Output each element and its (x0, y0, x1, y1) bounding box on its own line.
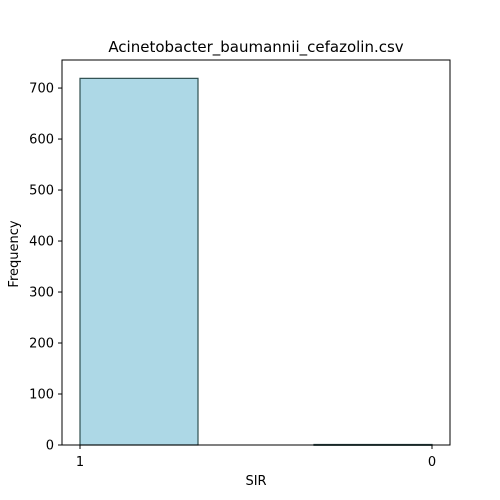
y-tick-label: 600 (29, 133, 54, 148)
y-tick-label: 0 (46, 439, 54, 454)
chart-title: Acinetobacter_baumannii_cefazolin.csv (108, 38, 403, 57)
y-tick-label: 200 (29, 337, 54, 352)
bar-1 (79, 77, 199, 446)
y-axis-label: Frequency (7, 220, 22, 287)
y-tick-label: 400 (29, 235, 54, 250)
y-tick-label: 500 (29, 184, 54, 199)
x-tick-label: 1 (76, 455, 84, 470)
plot-frame (61, 59, 451, 446)
y-tick-label: 100 (29, 388, 54, 403)
y-axis: 0 100 200 300 400 500 600 700 (29, 82, 62, 454)
y-tick-label: 300 (29, 286, 54, 301)
bars-layer (79, 77, 433, 446)
y-tick-label: 700 (29, 82, 54, 97)
x-axis-label: SIR (245, 474, 266, 489)
x-tick-label: 0 (428, 455, 436, 470)
